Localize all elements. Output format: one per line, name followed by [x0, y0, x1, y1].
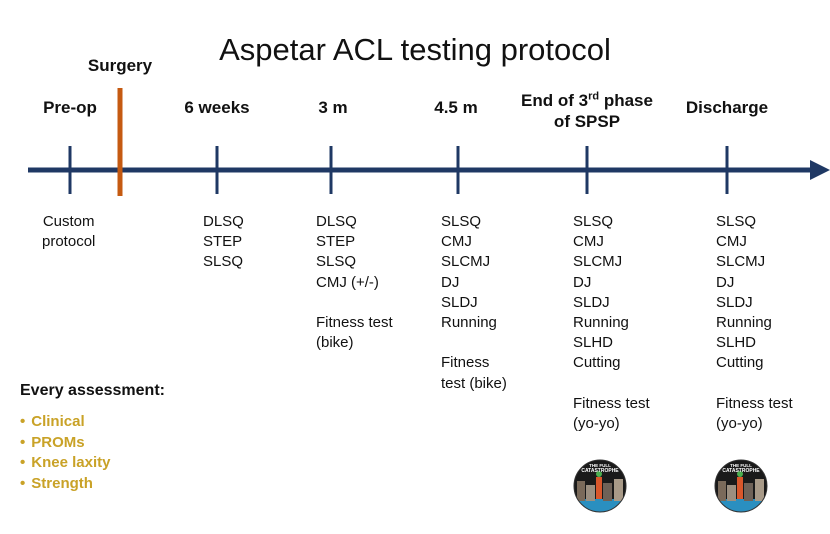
every-assessment-item: Knee laxity — [20, 453, 110, 474]
test-item: CMJ (+/-) — [316, 273, 379, 291]
test-item: SLSQ — [573, 213, 614, 230]
test-item: SLCMJ — [716, 253, 766, 271]
badge-text-line2: CATASTROPHE — [581, 468, 619, 474]
test-item: SLCMJ — [441, 253, 491, 271]
phase-label-end3rd-line2: of SPSP — [553, 112, 621, 131]
test-item: DJ — [716, 273, 735, 291]
phase-label-discharge: Discharge — [685, 98, 769, 117]
test-item: Fitness test — [716, 394, 793, 412]
test-item: CMJ — [573, 233, 604, 251]
badge-text-line1: THE FULL — [589, 463, 611, 468]
test-item — [573, 374, 650, 394]
test-item: Fitness test — [316, 314, 393, 331]
test-item: test (bike) — [441, 374, 507, 392]
badge-text-line1: THE FULL — [730, 463, 752, 468]
test-item: SLDJ — [716, 293, 753, 311]
test-item: SLDJ — [441, 293, 478, 311]
surgery-label: Surgery — [87, 56, 153, 75]
test-item — [441, 333, 507, 353]
test-item: SLSQ — [203, 253, 244, 271]
test-item: STEP — [203, 233, 243, 251]
test-item: DLSQ — [316, 213, 357, 230]
test-list-45m: SLSQ CMJ SLCMJ DJ SLDJ Running Fitness test (bi… — [441, 212, 507, 394]
phase-label-preop: Pre-op — [43, 98, 97, 117]
the-full-catastrophe-logo: THE FULL CATASTROPHE — [714, 459, 768, 513]
test-item — [316, 293, 393, 313]
test-item: CMJ — [716, 233, 747, 251]
test-list-3m: DLSQ STEP SLSQ CMJ (+/-) Fitness test (bike) — [316, 212, 393, 353]
timeline-arrowhead — [810, 160, 830, 180]
every-assessment-list: Clinical PROMs Knee laxity Strength — [20, 412, 110, 494]
test-item: CMJ — [441, 233, 472, 251]
test-item: Fitness — [441, 354, 490, 372]
diagram-title: Aspetar ACL testing protocol — [219, 32, 611, 67]
every-assessment-title: Every assessment: — [20, 382, 165, 399]
test-item: (yo-yo) — [716, 415, 763, 433]
test-item: DJ — [441, 273, 460, 291]
the-full-catastrophe-logo: THE FULL CATASTROPHE — [573, 459, 627, 513]
test-item: Running — [716, 314, 772, 332]
test-item: Running — [573, 314, 629, 332]
badge-text-line2: CATASTROPHE — [722, 468, 760, 474]
test-item — [716, 374, 793, 394]
test-item: DLSQ — [203, 213, 244, 230]
test-item: Fitness test — [573, 394, 650, 412]
test-item: SLHD — [716, 334, 757, 352]
every-assessment-item: PROMs — [20, 433, 110, 454]
test-item: SLCMJ — [573, 253, 623, 271]
test-item: SLSQ — [441, 213, 482, 230]
test-item: (bike) — [316, 334, 354, 352]
test-item: Cutting — [573, 354, 621, 372]
phase-label-end3rd: End of 3rd phase of SPSP — [521, 90, 653, 132]
test-item: DJ — [573, 273, 592, 291]
test-item: Running — [441, 314, 497, 332]
test-list-preop: Custom protocol — [42, 212, 95, 252]
test-list-6weeks: DLSQ STEP SLSQ — [203, 212, 244, 273]
every-assessment-item: Strength — [20, 474, 110, 495]
test-item: Cutting — [716, 354, 764, 372]
phase-label-45m: 4.5 m — [434, 98, 478, 117]
test-item: SLSQ — [716, 213, 757, 230]
test-list-discharge: SLSQ CMJ SLCMJ DJ SLDJ Running SLHD Cutting Fitn… — [716, 212, 793, 434]
test-item: SLHD — [573, 334, 614, 352]
phase-label-6weeks: 6 weeks — [184, 98, 250, 117]
every-assessment-item: Clinical — [20, 412, 110, 433]
phase-label-3m: 3 m — [318, 98, 348, 117]
test-item: SLSQ — [316, 253, 357, 271]
test-item: Custom — [42, 213, 95, 230]
test-item: SLDJ — [573, 293, 610, 311]
test-item: protocol — [42, 233, 96, 251]
test-list-end3rd: SLSQ CMJ SLCMJ DJ SLDJ Running SLHD Cutting Fitn… — [573, 212, 650, 434]
test-item: (yo-yo) — [573, 415, 620, 433]
test-item: STEP — [316, 233, 356, 251]
phase-label-end3rd-line1: End of 3rd phase — [521, 90, 653, 110]
